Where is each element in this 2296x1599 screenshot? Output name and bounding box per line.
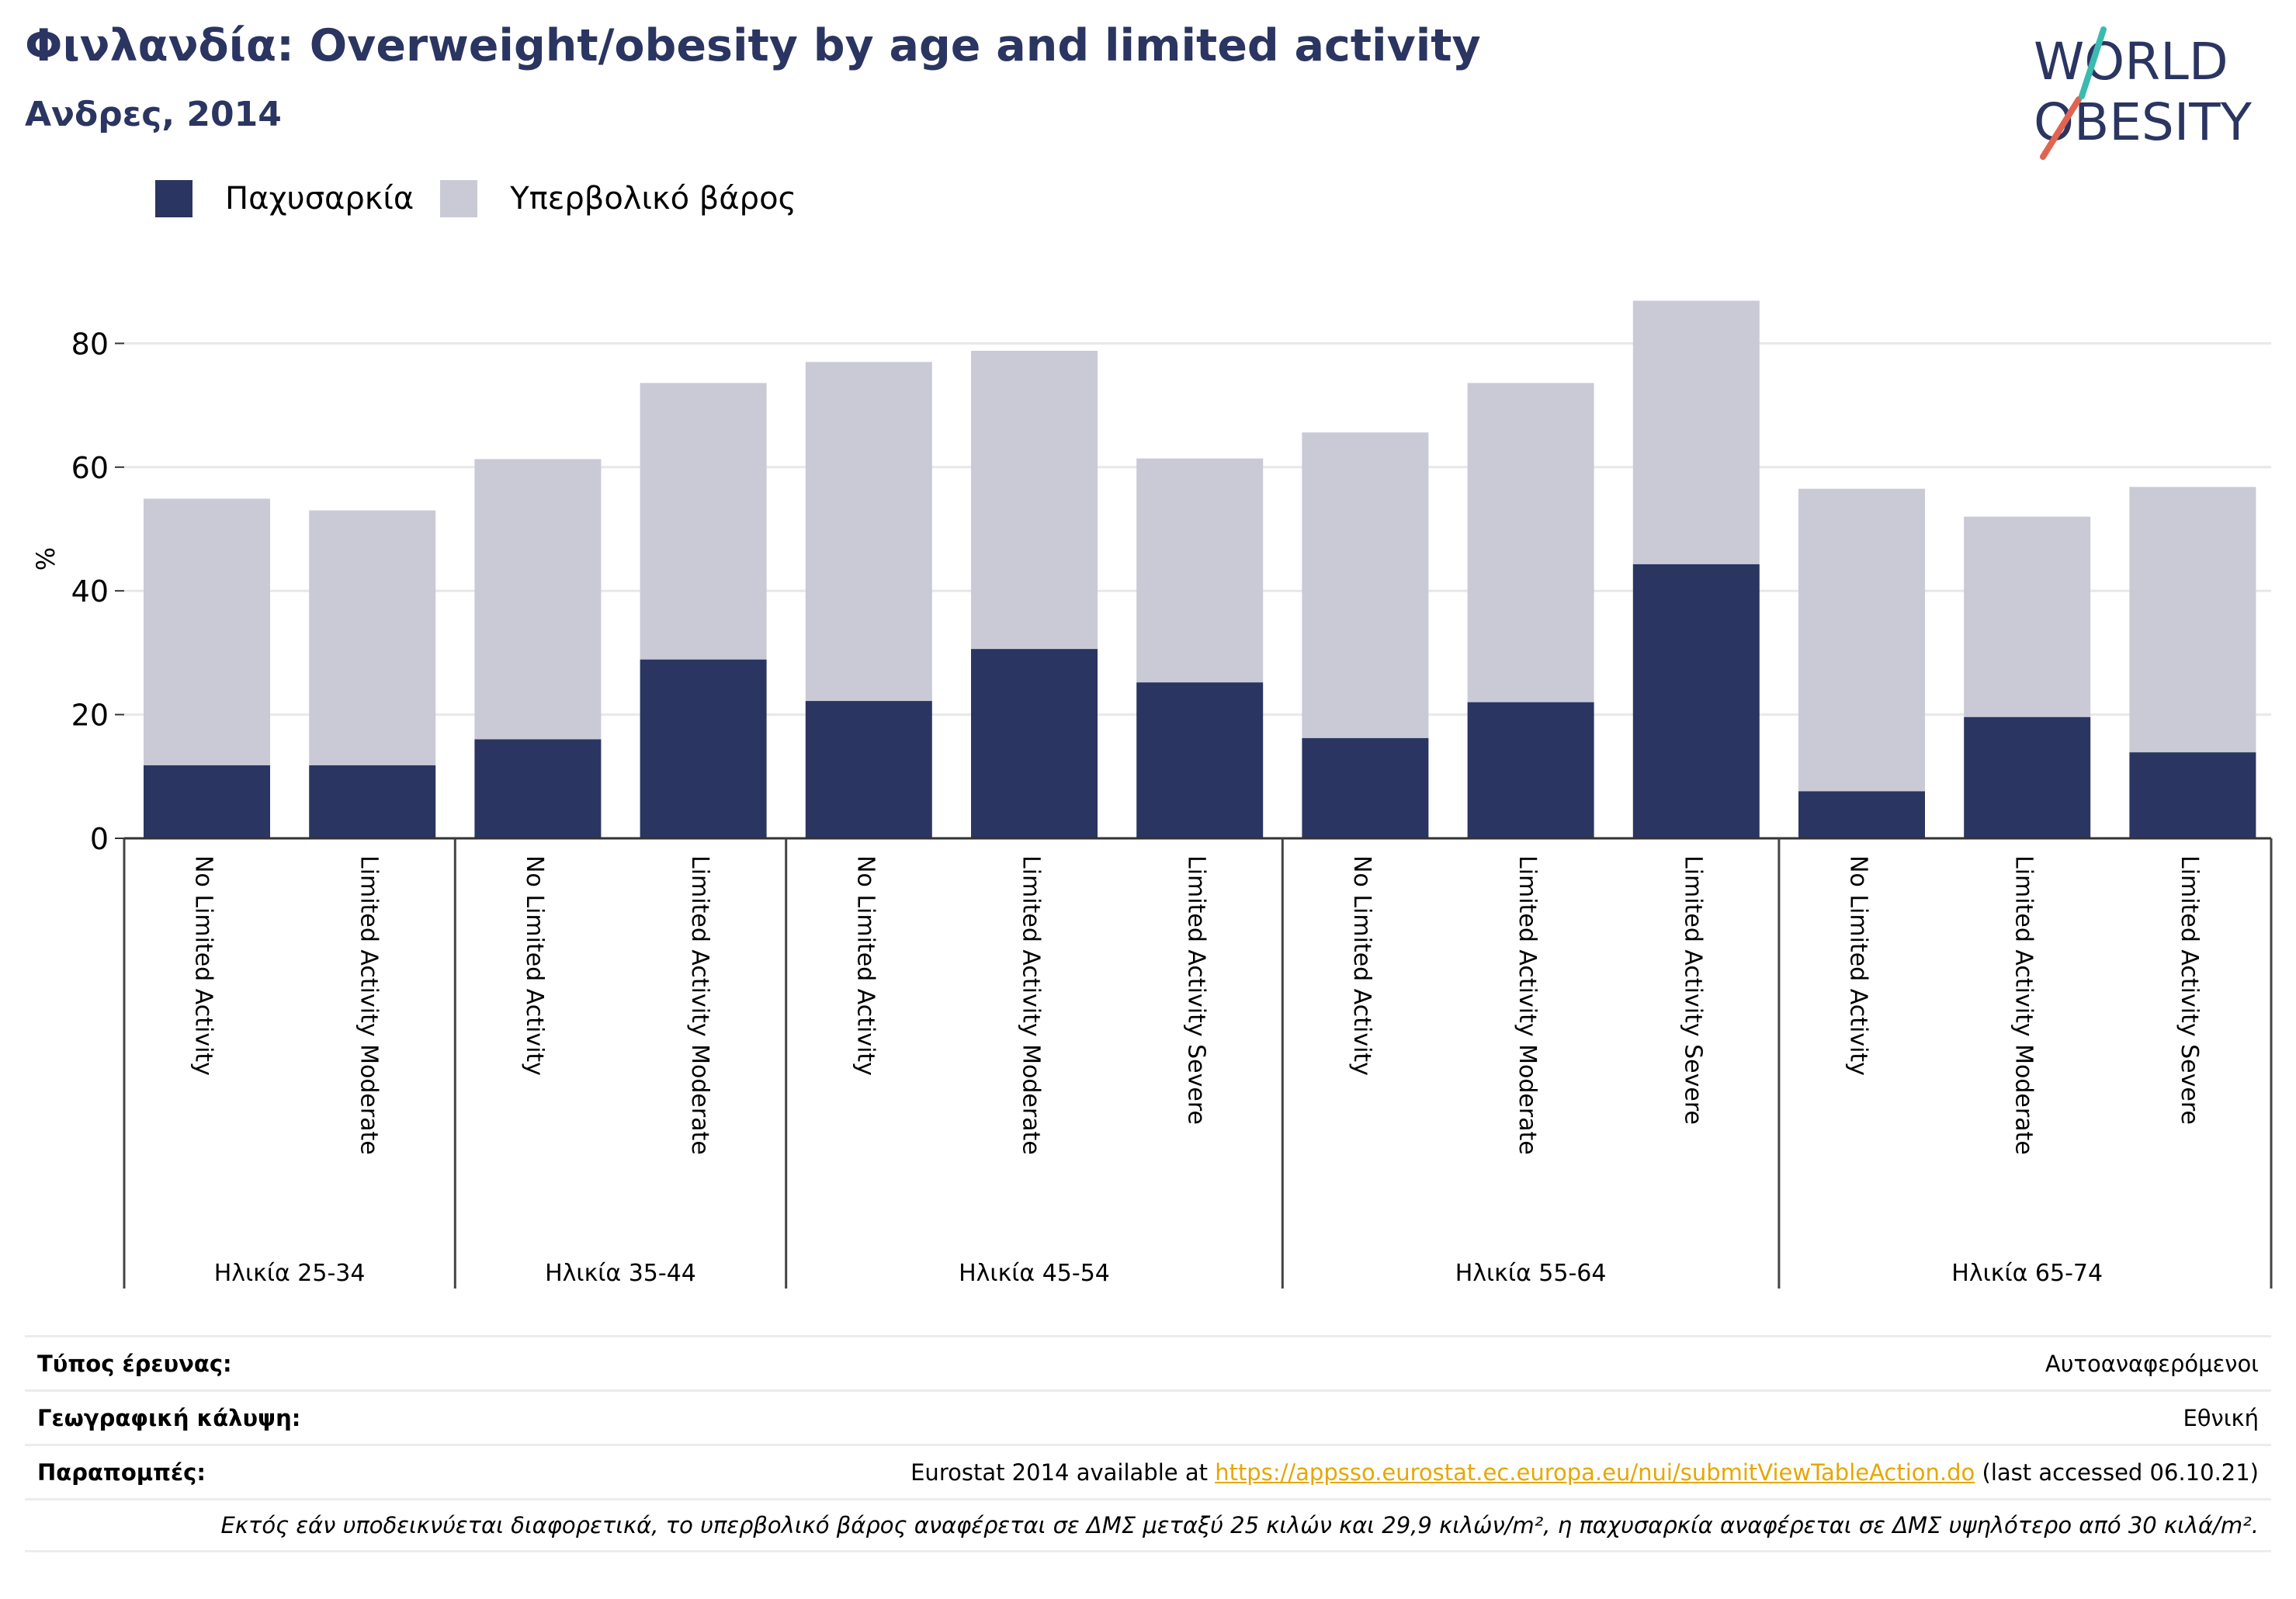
- coverage-value: Εθνική: [2183, 1404, 2259, 1431]
- bar-obesity: [2129, 752, 2256, 838]
- bar-obesity: [1798, 791, 1925, 838]
- category-label: Limited Activity Severe: [2176, 855, 2203, 1125]
- y-tick-label: 20: [71, 699, 109, 733]
- legend-label-overweight: Υπερβολικό βάρος: [510, 181, 797, 217]
- y-tick-label: 60: [71, 451, 109, 485]
- category-label: No Limited Activity: [1348, 855, 1375, 1076]
- bar-overweight: [1798, 488, 1925, 792]
- logo-slash-teal: [2079, 26, 2107, 99]
- bar-overweight: [474, 459, 602, 740]
- logo-slash-red: [2040, 96, 2082, 160]
- bar-overweight: [1632, 300, 1760, 564]
- legend-item-overweight: Υπερβολικό βάρος: [440, 180, 796, 217]
- bar-overweight: [640, 383, 767, 660]
- survey-label: Τύπος έρευνας:: [37, 1350, 232, 1377]
- bar-obesity: [805, 701, 932, 838]
- bar-overweight: [1467, 383, 1594, 702]
- bar-chart: 0 20 40 60 80% No Limited Activity Limited Act…: [31, 300, 2273, 1289]
- survey-value: Αυτοαναφερόμενοι: [2045, 1350, 2259, 1377]
- y-tick-label: 40: [71, 574, 109, 609]
- bar-overweight: [1302, 432, 1429, 738]
- bar-obesity: [1964, 716, 2091, 838]
- info-row-survey: Τύπος έρευνας: Αυτοαναφερόμενοι: [25, 1335, 2271, 1389]
- y-tick-label: 80: [71, 327, 109, 361]
- category-label: Limited Activity Moderate: [686, 855, 713, 1155]
- category-label: Limited Activity Moderate: [1018, 855, 1045, 1155]
- bar-obesity: [1302, 737, 1429, 838]
- logo-line1: WORLD: [2034, 32, 2228, 92]
- group-label: Ηλικία 65-74: [1951, 1260, 2103, 1287]
- y-axis-label: %: [31, 547, 61, 571]
- group-label: Ηλικία 35-44: [545, 1260, 696, 1287]
- bar-obesity: [144, 765, 270, 838]
- coverage-label: Γεωγραφική κάλυψη:: [37, 1404, 301, 1431]
- bar-overweight: [1964, 516, 2091, 717]
- legend-swatch-overweight: [440, 180, 478, 217]
- category-label: No Limited Activity: [851, 855, 879, 1076]
- category-label: Limited Activity Moderate: [1514, 855, 1541, 1155]
- info-row-coverage: Γεωγραφική κάλυψη: Εθνική: [25, 1389, 2271, 1444]
- y-tick-label: 0: [90, 822, 109, 856]
- legend-label-obesity: Παχυσαρκία: [225, 181, 414, 217]
- bar-obesity: [474, 739, 602, 838]
- category-label: Limited Activity Severe: [1679, 855, 1706, 1125]
- bar-overweight: [805, 362, 932, 702]
- category-label: No Limited Activity: [521, 855, 548, 1076]
- category-label: Limited Activity Moderate: [2010, 855, 2038, 1155]
- bar-obesity: [1632, 564, 1760, 838]
- bar-overweight: [309, 510, 436, 765]
- bar-overweight: [2129, 487, 2256, 753]
- bar-overweight: [1136, 458, 1264, 683]
- bar-overweight: [971, 350, 1098, 650]
- info-row-references: Παραπομπές: Eurostat 2014 available at h…: [25, 1444, 2271, 1498]
- references-value: Eurostat 2014 available at https://appss…: [910, 1459, 2259, 1486]
- world-obesity-logo: WORLD OBESITY: [2034, 26, 2253, 160]
- bar-obesity: [640, 659, 767, 838]
- bar-overweight: [144, 498, 270, 765]
- group-label: Ηλικία 25-34: [214, 1260, 366, 1287]
- chart-subtitle: Ανδρες, 2014: [25, 95, 282, 134]
- legend: Παχυσαρκία Υπερβολικό βάρος: [155, 175, 823, 222]
- legend-item-obesity: Παχυσαρκία: [155, 180, 414, 217]
- category-label: No Limited Activity: [190, 855, 217, 1076]
- bar-obesity: [1467, 702, 1594, 838]
- category-label: Limited Activity Moderate: [355, 855, 383, 1155]
- category-label: Limited Activity Severe: [1183, 855, 1210, 1125]
- references-suffix: (last accessed 06.10.21): [1975, 1459, 2260, 1486]
- references-link[interactable]: https://appsso.eurostat.ec.europa.eu/nui…: [1215, 1459, 1975, 1486]
- group-label: Ηλικία 55-64: [1455, 1260, 1607, 1287]
- references-prefix: Eurostat 2014 available at: [910, 1459, 1216, 1486]
- category-label: No Limited Activity: [1845, 855, 1872, 1076]
- chart-title: Φινλανδία: Overweight/obesity by age and…: [25, 20, 1481, 71]
- legend-swatch-obesity: [155, 180, 192, 217]
- group-label: Ηλικία 45-54: [959, 1260, 1110, 1287]
- bar-obesity: [971, 649, 1098, 838]
- bar-obesity: [1136, 682, 1264, 838]
- bar-obesity: [309, 765, 436, 838]
- logo-line2: OBESITY: [2034, 92, 2253, 152]
- definition-note: Εκτός εάν υποδεικνύεται διαφορετικά, το …: [25, 1498, 2271, 1552]
- references-label: Παραπομπές:: [37, 1459, 206, 1486]
